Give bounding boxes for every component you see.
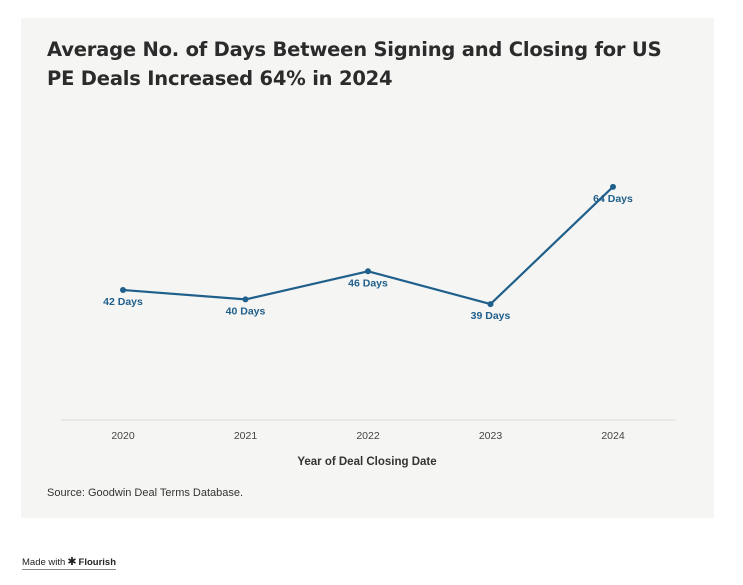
data-label: 39 Days — [471, 310, 511, 322]
data-point[interactable] — [365, 268, 371, 275]
data-point[interactable] — [242, 296, 249, 303]
x-axis-label: Year of Deal Closing Date — [297, 456, 436, 468]
data-point[interactable] — [610, 183, 616, 190]
chart-title: Average No. of Days Between Signing and … — [47, 38, 662, 90]
chart-card: Average No. of Days Between Signing and … — [21, 18, 714, 518]
x-tick-labels: 2020 2021 2022 2023 2024 — [111, 430, 625, 442]
data-label: 42 Days — [103, 296, 143, 308]
x-tick-label: 2022 — [356, 430, 380, 442]
data-label: 64 Days — [593, 193, 633, 205]
series-group: 42 Days 40 Days 46 Days 39 Days 64 Days — [103, 183, 633, 322]
line-chart: 2020 2021 2022 2023 2024 Year of Deal Closin… — [61, 183, 676, 468]
flourish-brand: Flourish — [78, 557, 117, 568]
x-tick-label: 2020 — [111, 430, 135, 442]
x-tick-label: 2023 — [479, 430, 503, 442]
source-note: Source: Goodwin Deal Terms Database. — [47, 487, 244, 499]
x-tick-label: 2024 — [601, 430, 625, 442]
data-point[interactable] — [487, 301, 494, 308]
data-point[interactable] — [120, 287, 126, 294]
flourish-logo-icon: ✱ — [67, 556, 77, 568]
x-tick-label: 2021 — [234, 430, 258, 442]
data-label: 40 Days — [226, 305, 266, 317]
flourish-credit[interactable]: Made with ✱ Flourish — [22, 556, 117, 570]
made-with-text: Made with — [22, 557, 66, 568]
data-label: 46 Days — [348, 277, 388, 289]
